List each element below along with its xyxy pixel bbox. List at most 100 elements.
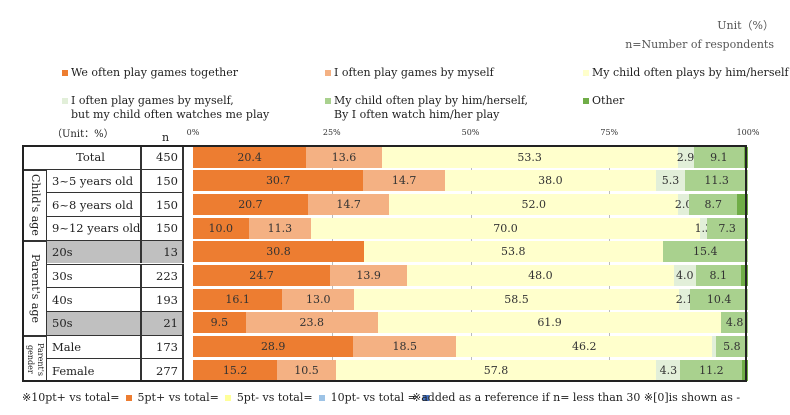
footnote-swatch	[318, 394, 325, 401]
bar-segment: 4.8	[721, 312, 748, 334]
bar-segment	[744, 146, 748, 168]
bar-row: 24.7 13.9 48.0 4.0 8.1	[193, 265, 748, 286]
legend-swatch	[62, 70, 68, 76]
legend-label: Other	[592, 94, 625, 107]
footnote-label: 10pt- vs total =	[330, 391, 417, 404]
row-label: 6~8 years old	[47, 192, 157, 217]
bar-segment	[712, 336, 716, 358]
legend-item: I often play games by myself	[325, 66, 494, 80]
row-label: 50s	[47, 310, 157, 335]
bar-segment: 10.5	[277, 359, 336, 381]
row-n: 150	[140, 216, 184, 240]
row-label: 20s	[47, 239, 157, 264]
bar-segment: 1.3	[695, 217, 712, 239]
bar-segment: 10.4	[690, 288, 748, 310]
bar-segment: 14.7	[307, 193, 390, 215]
row-n: 150	[140, 192, 184, 217]
bar-segment: 48.0	[407, 265, 674, 286]
bar-segment: 11.3	[685, 170, 748, 192]
row-label: Male	[47, 334, 157, 359]
row-label: 40s	[47, 287, 157, 311]
bar-segment: 15.4	[662, 241, 748, 263]
legend-label: I often play games by myself, but my chi…	[71, 94, 270, 121]
x-tick-label: 25%	[322, 128, 341, 137]
legend-swatch	[62, 98, 68, 104]
footnote-reference: ※added as a reference if n= less than 30…	[412, 391, 741, 404]
row-n: 223	[140, 263, 184, 288]
bar-segment: 28.9	[193, 336, 354, 358]
footnote-label: ※10pt+ vs total=	[22, 391, 120, 404]
bar-row: 16.1 13.0 58.5 2.1 10.4	[193, 288, 748, 310]
bar-segment: 2.1	[676, 288, 693, 310]
bar-segment	[740, 265, 748, 286]
bar-segment: 2.9	[677, 146, 694, 168]
bar-segment: 53.8	[363, 241, 663, 263]
legend-swatch	[325, 70, 331, 76]
bar-segment: 4.0	[673, 265, 696, 286]
bar-segment: 52.0	[389, 193, 679, 215]
x-tick-label: 0%	[186, 128, 200, 137]
legend-item: I often play games by myself, but my chi…	[62, 94, 269, 122]
bar-segment: 24.7	[193, 265, 331, 286]
row-label: Total	[24, 145, 157, 169]
bar-segment	[747, 217, 748, 239]
bar-segment: 16.1	[193, 288, 283, 310]
row-n: 450	[140, 145, 184, 169]
legend-swatch	[325, 98, 331, 104]
row-n: 173	[140, 334, 184, 359]
legend-item: We often play games together	[62, 66, 238, 80]
legend-item: My child often plays by him/herself	[583, 66, 789, 80]
gridline	[609, 145, 611, 382]
footnote-legend: ※10pt+ vs total= 5pt+ vs total= 5pt- vs to…	[22, 391, 429, 404]
legend-label: I often play games by myself	[334, 66, 494, 79]
group-label: Parent's age	[24, 239, 47, 335]
footnote-swatch	[224, 394, 231, 401]
bar-segment: 13.6	[306, 146, 382, 168]
bar-segment: 4.3	[656, 359, 681, 381]
bar-segment: 15.2	[193, 359, 278, 381]
group-label: Child's age	[24, 168, 47, 240]
row-label: 30s	[47, 263, 157, 288]
x-tick-label: 75%	[600, 128, 619, 137]
table-unit: （Unit：%）	[52, 129, 114, 140]
row-n: 21	[140, 310, 184, 335]
footnote-swatch	[422, 394, 429, 401]
footnote-swatch	[125, 394, 132, 401]
bar-segment: 38.0	[444, 170, 656, 192]
bar-row: 20.4 13.6 53.3 2.9 9.1	[193, 146, 748, 168]
bar-segment: 2.0	[675, 193, 692, 215]
bar-segment: 8.1	[695, 265, 741, 286]
legend-label: My child often plays by him/herself	[592, 66, 789, 79]
bar-segment: 57.8	[335, 359, 657, 381]
footnote-label: 5pt- vs total=	[236, 391, 313, 404]
bar-segment: 14.7	[363, 170, 445, 192]
bar-row: 10.0 11.3 70.0 1.3 7.3	[193, 217, 748, 239]
bar-row: 30.7 14.7 38.0 5.3 11.3	[193, 170, 748, 192]
bar-row: 30.8 53.8 15.4	[193, 241, 748, 263]
row-n: 277	[140, 358, 184, 382]
bar-segment: 20.7	[193, 193, 308, 215]
bar-segment: 70.0	[311, 217, 700, 239]
row-label: Female	[47, 358, 157, 382]
gridline	[331, 145, 333, 382]
legend-label: My child often play by him/herself, By I…	[334, 94, 529, 121]
unit-label: Unit（%）	[717, 19, 774, 32]
bar-segment: 11.3	[248, 217, 312, 239]
bar-segment: 9.5	[193, 312, 246, 334]
row-n: 193	[140, 287, 184, 311]
bar-segment: 8.7	[689, 193, 738, 215]
bar-segment: 13.9	[330, 265, 408, 286]
bar-row: 28.9 18.5 46.2 5.8	[193, 336, 748, 358]
bar-segment: 11.2	[680, 359, 743, 381]
group-label: Parent's gender	[24, 334, 47, 382]
bar-segment: 53.3	[381, 146, 678, 168]
gridline	[470, 145, 472, 382]
row-n: 150	[140, 168, 184, 193]
bar-segment: 18.5	[353, 336, 457, 358]
legend-swatch	[583, 70, 589, 76]
legend-label: We often play games together	[71, 66, 238, 79]
bar-segment	[742, 359, 748, 381]
n-note: n=Number of respondents	[625, 38, 774, 51]
bar-segment: 30.8	[193, 241, 364, 263]
bar-segment: 10.0	[193, 217, 249, 239]
